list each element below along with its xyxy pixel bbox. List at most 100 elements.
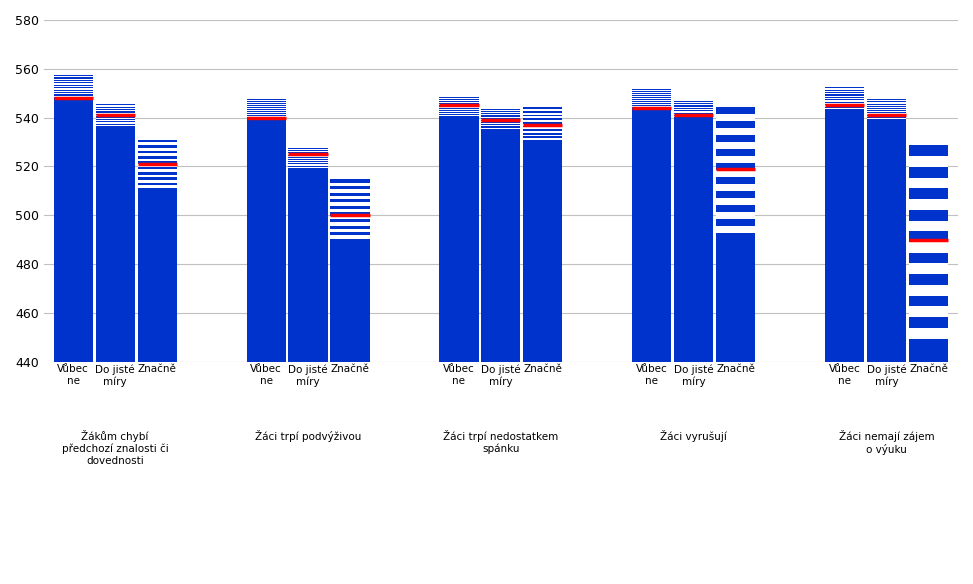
Bar [716,184,755,191]
Bar [137,191,177,361]
Bar [674,115,713,116]
Bar [95,113,134,114]
Bar [825,88,864,89]
Bar [909,178,949,188]
Bar [95,123,134,124]
Bar [867,103,906,105]
Bar [716,177,755,184]
Bar [632,106,671,107]
Bar [137,188,177,191]
Bar [716,163,755,170]
Bar [523,131,562,133]
Bar [54,91,92,92]
Bar [909,263,949,274]
Bar [54,78,92,80]
Bar [909,156,949,167]
Bar [137,172,177,175]
Bar [95,104,134,105]
Bar [482,126,521,127]
Bar [674,113,713,114]
Bar [909,231,949,242]
Bar [482,121,521,122]
Bar [331,209,370,213]
Bar [331,189,370,193]
Bar [331,229,370,232]
Bar [674,111,713,112]
Bar [523,122,562,124]
Bar [523,120,562,122]
Bar [523,135,562,137]
Bar [246,108,286,109]
Bar [867,107,906,108]
Bar [331,213,370,215]
Bar [523,133,562,135]
Bar [632,93,671,94]
Bar [95,107,134,108]
Bar [246,102,286,103]
Bar [54,80,92,81]
Bar [54,98,92,361]
Bar [716,114,755,121]
Bar [825,96,864,97]
Bar [95,114,134,115]
Bar [440,97,479,98]
Bar [95,117,134,119]
Text: Žáci nemají zájem
o výuku: Žáci nemají zájem o výuku [839,430,934,454]
Bar [482,112,521,113]
Bar [95,110,134,112]
Bar [523,126,562,127]
Bar [909,242,949,253]
Bar [523,118,562,120]
Bar [482,128,521,130]
Bar [54,92,92,93]
Bar [867,98,906,99]
Bar [716,156,755,163]
Bar [288,169,328,361]
Bar [246,116,286,117]
Bar [674,110,713,111]
Bar [246,117,286,361]
Bar [909,199,949,210]
Bar [632,95,671,96]
Bar [867,120,906,361]
Bar [288,158,328,159]
Bar [95,119,134,120]
Bar [288,152,328,154]
Bar [523,138,562,140]
Bar [825,110,864,361]
Bar [95,125,134,126]
Bar [95,105,134,107]
Bar [137,185,177,188]
Bar [440,113,479,114]
Bar [246,113,286,114]
Bar [632,96,671,97]
Bar [288,161,328,162]
Bar [674,102,713,103]
Bar [825,87,864,88]
Bar [632,92,671,93]
Bar [632,103,671,104]
Bar [95,109,134,110]
Bar [632,105,671,106]
Bar [482,130,521,361]
Bar [716,212,755,218]
Bar [909,167,949,178]
Bar [331,219,370,223]
Bar [440,111,479,112]
Bar [331,232,370,235]
Bar [331,176,370,179]
Bar [716,232,755,239]
Bar [54,77,92,78]
Bar [95,103,134,104]
Bar [246,111,286,112]
Bar [523,109,562,111]
Bar [331,203,370,206]
Bar [137,140,177,142]
Bar [825,103,864,104]
Bar [909,349,949,361]
Bar [632,91,671,92]
Bar [867,116,906,117]
Bar [716,218,755,225]
Bar [482,120,521,121]
Bar [288,151,328,152]
